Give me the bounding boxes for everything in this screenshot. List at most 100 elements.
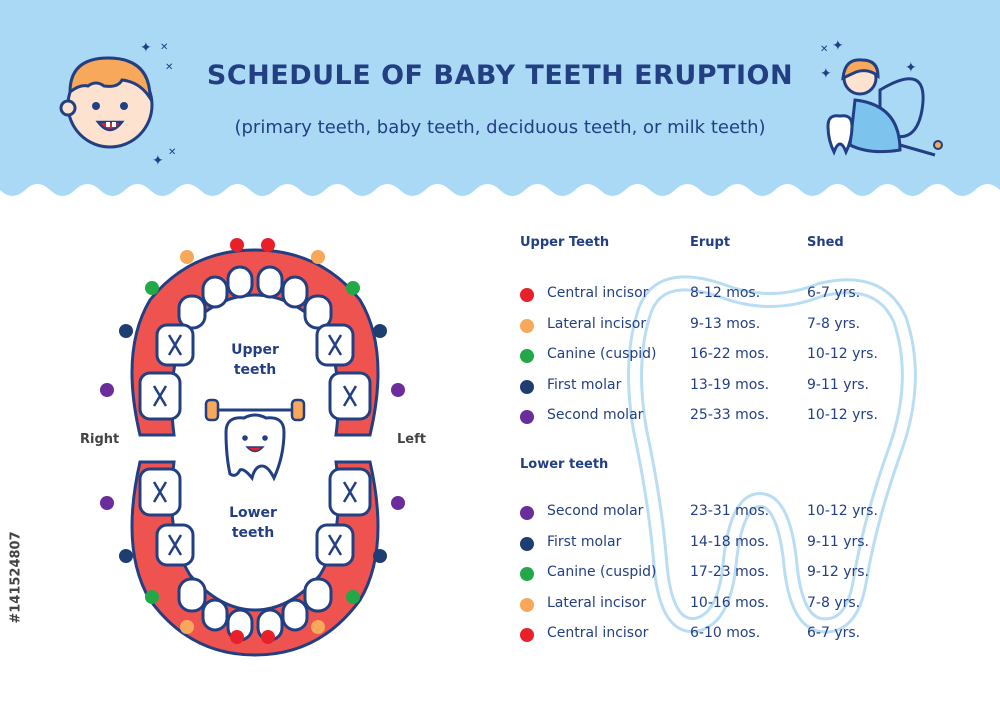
table-row: Central incisor 8-12 mos. 6-7 yrs. — [520, 284, 980, 306]
table-row: Second molar 25-33 mos. 10-12 yrs. — [520, 406, 980, 428]
tooth-color-dot — [391, 496, 405, 510]
molar-cusp-mark — [152, 385, 168, 407]
lower-left-tooth — [281, 598, 309, 632]
tooth-name: Second molar — [547, 503, 644, 519]
shed-value: 10-12 yrs. — [807, 407, 878, 423]
molar-cusp-mark — [152, 481, 168, 503]
tooth-color-dot — [119, 549, 133, 563]
molar-cusp-mark — [342, 481, 358, 503]
color-dot — [520, 410, 534, 424]
tooth-name: Lateral incisor — [547, 315, 647, 332]
tooth-name: Central incisor — [547, 625, 649, 641]
stars-icon: ✦ ✕ ✕ ✦ ✕ ✕ ✦ ✦ ✦ — [140, 38, 917, 169]
svg-text:✦: ✦ — [905, 60, 917, 76]
shed-value: 7-8 yrs. — [807, 594, 861, 611]
jaw-illustration — [100, 238, 405, 657]
tooth-color-dot — [180, 620, 194, 634]
color-dot — [520, 349, 534, 363]
tooth-color-dot — [346, 590, 360, 604]
table-row: Lateral incisor 9-13 mos. 7-8 yrs. — [520, 315, 980, 337]
table-row: Canine (cuspid) 16-22 mos. 10-12 yrs. — [520, 345, 980, 367]
svg-text:✕: ✕ — [820, 44, 828, 55]
tooth-name: Canine (cuspid) — [547, 564, 657, 580]
svg-text:✕: ✕ — [168, 147, 176, 158]
header-background: ✦ ✕ ✕ ✦ ✕ ✕ ✦ ✦ ✦ — [0, 0, 1000, 196]
erupt-value: 8-12 mos. — [690, 285, 761, 301]
svg-text:✕: ✕ — [165, 62, 173, 73]
table-row: Canine (cuspid) 17-23 mos. 9-12 yrs. — [520, 563, 980, 585]
tooth-fairy-icon — [826, 58, 943, 157]
color-dot — [520, 536, 534, 551]
upper-teeth-label: Upper teeth — [215, 340, 295, 380]
tooth-name: Canine (cuspid) — [547, 346, 657, 362]
erupt-value: 10-16 mos. — [690, 594, 770, 611]
shed-value: 9-12 yrs. — [807, 564, 870, 580]
erupt-value: 23-31 mos. — [690, 503, 770, 519]
header-band: ✦ ✕ ✕ ✦ ✕ ✕ ✦ ✦ ✦ SCHEDULE OF BABY TEETH… — [0, 0, 1000, 200]
tooth-color-dot — [311, 250, 325, 264]
tooth-color-dot — [100, 383, 114, 397]
svg-text:✦: ✦ — [832, 38, 844, 54]
erupt-value: 13-19 mos. — [690, 376, 770, 393]
svg-text:✦: ✦ — [152, 153, 164, 169]
page-title: SCHEDULE OF BABY TEETH ERUPTION — [206, 60, 794, 91]
tooth-color-dot — [230, 238, 244, 252]
watermark: #141524807 — [6, 470, 26, 690]
lower-teeth-heading: Lower teeth — [520, 457, 609, 472]
lower-teeth-label-line2: teeth — [231, 525, 275, 541]
left-side-label: Left — [397, 432, 426, 447]
table-row: Lateral incisor 10-16 mos. 7-8 yrs. — [520, 594, 980, 616]
shed-value: 9-11 yrs. — [807, 533, 870, 550]
upper-teeth-label-line2: teeth — [233, 362, 277, 378]
upper-teeth-label-line1: Upper — [231, 342, 279, 358]
upper-left-tooth — [256, 265, 284, 299]
table-row: Second molar 23-31 mos. 10-12 yrs. — [520, 502, 980, 524]
table-row: First molar 14-18 mos. 9-11 yrs. — [520, 533, 980, 555]
color-dot — [520, 288, 534, 302]
lower-teeth-label-line1: Lower — [229, 505, 277, 521]
tooth-color-dot — [145, 590, 159, 604]
svg-text:✦: ✦ — [820, 66, 832, 82]
tooth-color-dot — [180, 250, 194, 264]
tooth-color-dot — [261, 238, 275, 252]
shed-value: 6-7 yrs. — [807, 285, 861, 301]
erupt-value: 6-10 mos. — [690, 625, 761, 641]
shed-heading: Shed — [807, 235, 844, 250]
lower-left-tooth — [303, 577, 333, 613]
color-dot — [520, 567, 534, 581]
upper-right-tooth — [226, 265, 254, 299]
molar-cusp-mark — [167, 334, 183, 356]
tooth-color-dot — [261, 630, 275, 644]
molar-cusp-mark — [167, 534, 183, 556]
shed-value: 7-8 yrs. — [807, 315, 861, 332]
shed-value: 10-12 yrs. — [807, 346, 878, 362]
shed-value: 9-11 yrs. — [807, 376, 870, 393]
erupt-value: 9-13 mos. — [690, 315, 761, 332]
shed-value: 6-7 yrs. — [807, 625, 861, 641]
erupt-value: 17-23 mos. — [690, 564, 770, 580]
molar-cusp-mark — [342, 385, 358, 407]
table-row: Central incisor 6-10 mos. 6-7 yrs. — [520, 624, 980, 646]
molar-cusp-mark — [327, 334, 343, 356]
right-side-label: Right — [80, 432, 120, 447]
color-dot — [520, 597, 534, 612]
tooth-color-dot — [373, 324, 387, 338]
color-dot — [520, 379, 534, 394]
tooth-color-dot — [100, 496, 114, 510]
tooth-color-dot — [346, 281, 360, 295]
svg-text:✦: ✦ — [140, 40, 152, 56]
upper-right-tooth — [177, 294, 207, 330]
color-dot — [520, 318, 534, 333]
tooth-color-dot — [119, 324, 133, 338]
color-dot — [520, 506, 534, 520]
table-row: First molar 13-19 mos. 9-11 yrs. — [520, 376, 980, 398]
baby-boy-icon — [59, 56, 154, 149]
upper-left-tooth — [281, 275, 309, 309]
lower-right-tooth — [201, 598, 229, 632]
upper-teeth-heading: Upper Teeth — [520, 235, 610, 250]
tooth-name: First molar — [547, 533, 622, 550]
erupt-value: 16-22 mos. — [690, 346, 770, 362]
color-dot — [520, 628, 534, 642]
erupt-value: 25-33 mos. — [690, 407, 770, 423]
watermark-text: #141524807 — [8, 531, 24, 624]
